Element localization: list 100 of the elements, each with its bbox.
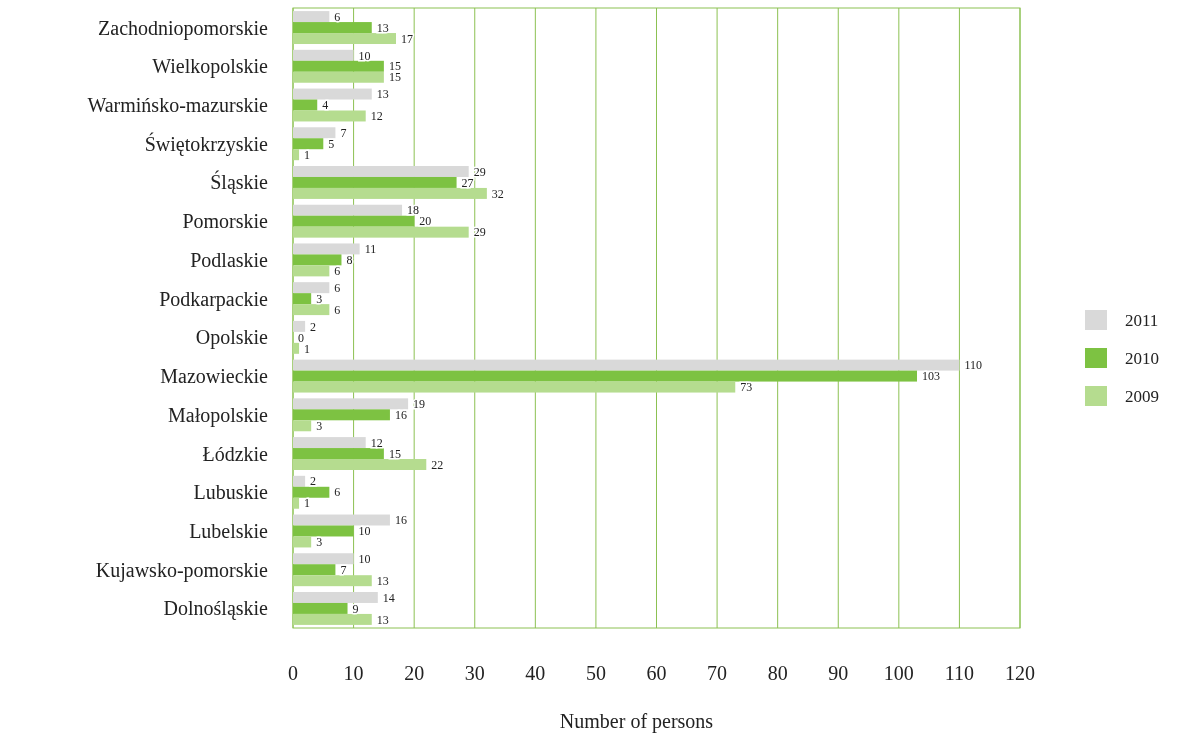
data-label: 6 — [334, 9, 341, 24]
x-tick-label: 60 — [646, 662, 667, 684]
bar — [293, 536, 312, 548]
legend-label: 2010 — [1125, 348, 1159, 368]
y-tick-label: Łódzkie — [202, 442, 269, 465]
data-label: 15 — [388, 446, 401, 461]
data-label: 16 — [394, 513, 407, 528]
data-label: 73 — [740, 380, 753, 395]
data-label: 6 — [334, 280, 341, 295]
bar — [293, 575, 372, 587]
bar — [293, 22, 372, 34]
x-tick-label: 30 — [464, 662, 485, 684]
x-axis-title: Number of persons — [559, 710, 714, 733]
x-tick-label: 120 — [1005, 662, 1035, 684]
data-label: 4 — [322, 98, 329, 113]
x-tick-label: 50 — [585, 662, 606, 684]
bar — [293, 49, 354, 61]
data-label: 13 — [376, 612, 389, 627]
y-tick-label: Podlaskie — [190, 248, 269, 271]
bar — [293, 166, 469, 177]
bar — [293, 525, 354, 537]
data-label: 20 — [419, 214, 432, 229]
bar — [293, 282, 330, 294]
y-tick-label: Zachodniopomorskie — [98, 16, 269, 40]
bar — [293, 226, 469, 238]
bar — [293, 359, 960, 371]
data-label: 6 — [334, 485, 341, 500]
x-tick-label: 70 — [707, 662, 728, 684]
data-label: 1 — [304, 341, 311, 356]
bar — [293, 486, 330, 498]
bar — [293, 602, 348, 614]
bar — [293, 514, 390, 526]
y-tick-label: Warmińsko-mazurskie — [87, 94, 269, 117]
bar — [293, 265, 330, 277]
data-label: 6 — [334, 302, 341, 317]
y-tick-label: Mazowieckie — [160, 365, 269, 388]
bar — [293, 591, 378, 603]
bar — [293, 437, 366, 449]
data-label: 0 — [298, 330, 304, 345]
data-label: 18 — [407, 203, 420, 218]
data-label: 2 — [310, 319, 317, 334]
data-label: 13 — [376, 573, 389, 588]
bar — [293, 475, 306, 487]
bar — [293, 71, 384, 83]
y-tick-label: Świętokrzyskie — [144, 131, 269, 156]
bar — [293, 110, 366, 122]
bar — [293, 342, 300, 354]
y-tick-label: Lubelskie — [189, 519, 269, 542]
data-label: 22 — [431, 457, 444, 472]
bar — [293, 370, 918, 382]
bar — [293, 60, 384, 72]
bar — [293, 187, 487, 199]
bar — [293, 613, 372, 625]
bar — [293, 320, 306, 332]
x-tick-label: 90 — [828, 662, 849, 684]
y-tick-label: Lubuskie — [193, 481, 269, 504]
data-label: 10 — [358, 551, 371, 566]
bar — [293, 398, 409, 410]
data-label: 8 — [346, 253, 353, 268]
y-tick-label: Wielkopolskie — [152, 55, 269, 79]
bar — [293, 420, 312, 432]
data-label: 1 — [304, 147, 311, 162]
y-tick-label: Dolnośląskie — [163, 597, 269, 621]
bar — [293, 176, 457, 188]
data-label: 3 — [316, 291, 323, 306]
data-label: 103 — [922, 369, 941, 384]
data-label: 12 — [370, 435, 383, 450]
data-label: 7 — [340, 125, 347, 140]
legend-label: 2009 — [1125, 386, 1159, 406]
bar — [293, 88, 372, 100]
data-label: 3 — [316, 418, 323, 433]
y-tick-label: Podkarpackie — [159, 287, 269, 311]
x-tick-label: 110 — [944, 662, 975, 684]
data-label: 3 — [316, 535, 323, 550]
data-label: 9 — [352, 601, 359, 616]
data-label: 13 — [376, 87, 389, 102]
bar — [293, 138, 324, 150]
bar — [293, 99, 318, 111]
data-label: 17 — [400, 31, 413, 46]
bar — [293, 409, 390, 421]
data-label: 19 — [413, 397, 426, 412]
bar — [293, 243, 360, 255]
x-tick-label: 100 — [883, 662, 914, 684]
bar — [293, 254, 342, 266]
data-label: 10 — [358, 524, 371, 539]
x-tick-label: 0 — [288, 662, 298, 684]
data-label: 32 — [491, 186, 504, 201]
data-label: 12 — [370, 109, 383, 124]
data-label: 5 — [328, 136, 335, 151]
bar — [293, 127, 336, 139]
y-tick-label: Kujawsko-pomorskie — [95, 558, 269, 582]
y-tick-label: Śląskie — [210, 170, 269, 195]
data-label: 7 — [340, 562, 347, 577]
data-label: 10 — [358, 48, 371, 63]
data-label: 16 — [394, 408, 407, 423]
bar — [293, 293, 312, 305]
y-tick-label: Opolskie — [195, 326, 269, 350]
data-label: 6 — [334, 264, 341, 279]
bar — [293, 149, 300, 161]
bar — [293, 448, 384, 460]
